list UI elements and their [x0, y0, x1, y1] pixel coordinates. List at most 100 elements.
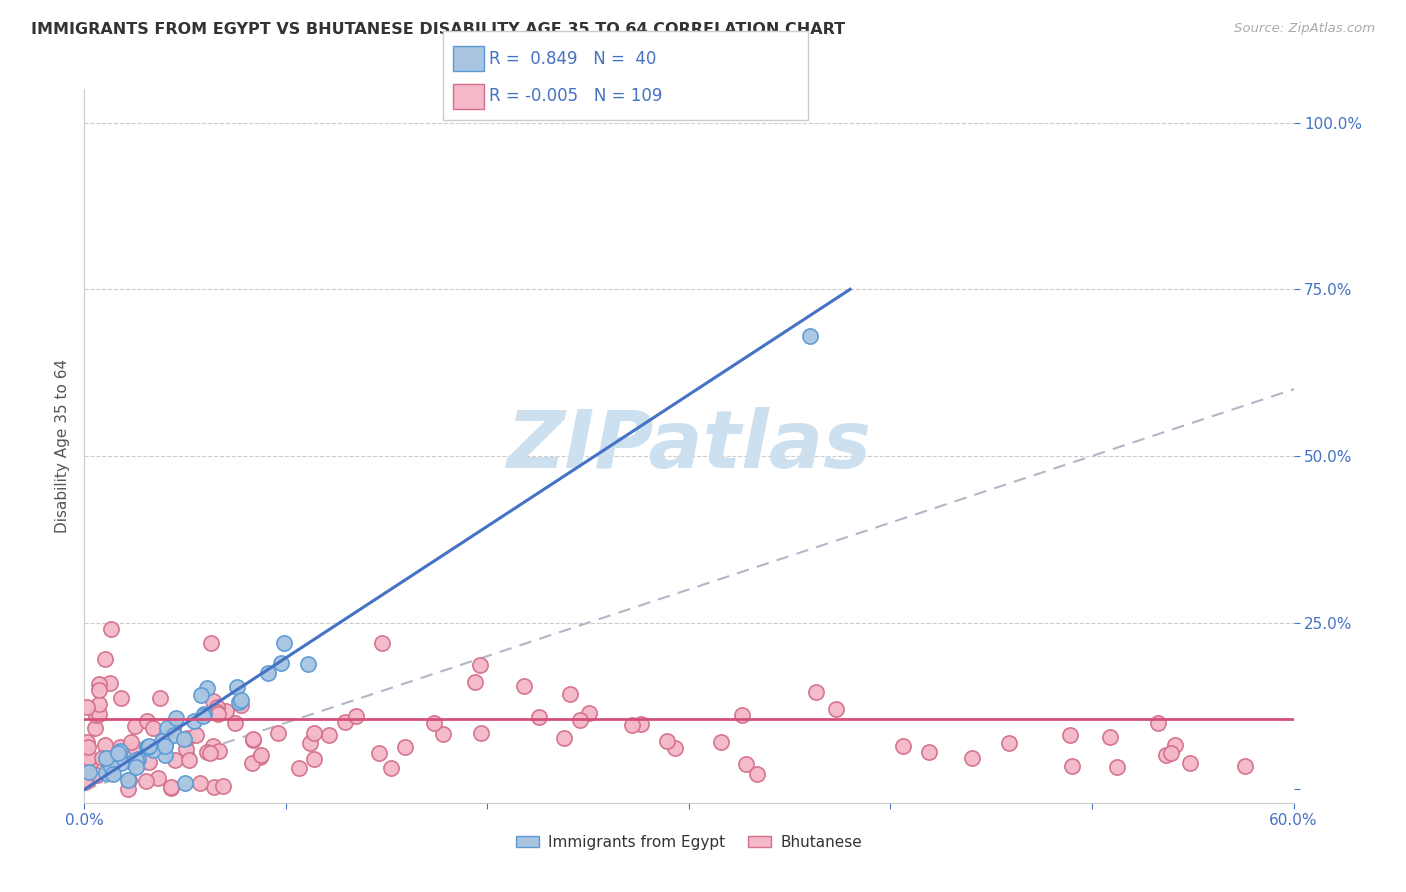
Point	[136, 740, 159, 755]
Point	[195, 745, 218, 759]
Point	[825, 702, 848, 716]
Point	[100, 623, 122, 637]
Point	[142, 743, 165, 757]
Y-axis label: Disability Age 35 to 64: Disability Age 35 to 64	[55, 359, 70, 533]
Point	[190, 689, 212, 703]
Point	[77, 764, 100, 779]
Text: R = -0.005   N = 109: R = -0.005 N = 109	[489, 87, 662, 105]
Point	[108, 739, 131, 754]
Point	[98, 761, 121, 775]
Point	[84, 721, 107, 735]
Point	[298, 736, 321, 750]
Point	[174, 741, 197, 756]
Point	[94, 652, 117, 666]
Point	[367, 746, 389, 760]
Point	[267, 726, 290, 740]
Point	[179, 753, 201, 767]
Point	[149, 691, 172, 706]
Point	[76, 735, 98, 749]
Point	[124, 760, 146, 774]
Point	[100, 760, 122, 774]
Point	[799, 329, 821, 343]
Point	[87, 682, 110, 697]
Point	[94, 751, 117, 765]
Point	[578, 706, 600, 721]
Point	[202, 780, 225, 794]
Point	[1178, 756, 1201, 771]
Point	[527, 710, 550, 724]
Point	[73, 775, 96, 789]
Point	[225, 681, 247, 695]
Point	[91, 751, 114, 765]
Point	[344, 709, 367, 723]
Point	[110, 756, 132, 771]
Point	[201, 739, 224, 753]
Point	[394, 739, 416, 754]
Point	[893, 739, 915, 753]
Point	[1059, 728, 1081, 742]
Point	[73, 757, 96, 772]
Point	[198, 746, 221, 760]
Point	[229, 698, 252, 713]
Point	[77, 751, 100, 765]
Point	[918, 745, 941, 759]
Point	[422, 716, 444, 731]
Point	[138, 739, 160, 754]
Point	[124, 719, 146, 733]
Point	[270, 657, 292, 671]
Point	[371, 636, 394, 650]
Point	[242, 756, 264, 770]
Point	[1107, 760, 1129, 774]
Point	[998, 735, 1021, 749]
Point	[86, 768, 108, 782]
Point	[76, 699, 98, 714]
Point	[201, 694, 224, 708]
Point	[135, 739, 157, 754]
Point	[94, 739, 117, 753]
Point	[655, 733, 678, 747]
Point	[118, 772, 141, 787]
Point	[1147, 716, 1170, 731]
Point	[1160, 746, 1182, 760]
Point	[79, 756, 101, 770]
Point	[77, 739, 100, 754]
Point	[553, 731, 575, 745]
Point	[432, 727, 454, 741]
Point	[96, 765, 118, 780]
Point	[193, 706, 215, 721]
Point	[162, 722, 184, 736]
Point	[464, 675, 486, 690]
Point	[117, 782, 139, 797]
Point	[125, 753, 148, 767]
Point	[200, 636, 222, 650]
Point	[156, 721, 179, 735]
Point	[153, 738, 176, 752]
Point	[745, 767, 768, 781]
Point	[89, 698, 111, 712]
Point	[100, 765, 122, 780]
Point	[117, 772, 139, 787]
Point	[125, 742, 148, 756]
Point	[318, 728, 340, 742]
Point	[229, 693, 252, 707]
Point	[163, 753, 186, 767]
Point	[127, 752, 149, 766]
Point	[89, 677, 111, 691]
Point	[135, 774, 157, 789]
Point	[288, 760, 311, 774]
Point	[165, 711, 187, 725]
Point	[242, 732, 264, 747]
Point	[297, 657, 319, 672]
Point	[186, 729, 208, 743]
Point	[250, 748, 273, 763]
Point	[183, 714, 205, 728]
Point	[333, 715, 356, 730]
Point	[163, 728, 186, 742]
Point	[138, 755, 160, 769]
Point	[108, 744, 131, 758]
Point	[191, 709, 214, 723]
Point	[98, 675, 121, 690]
Point	[207, 705, 229, 719]
Point	[136, 714, 159, 728]
Point	[160, 780, 183, 795]
